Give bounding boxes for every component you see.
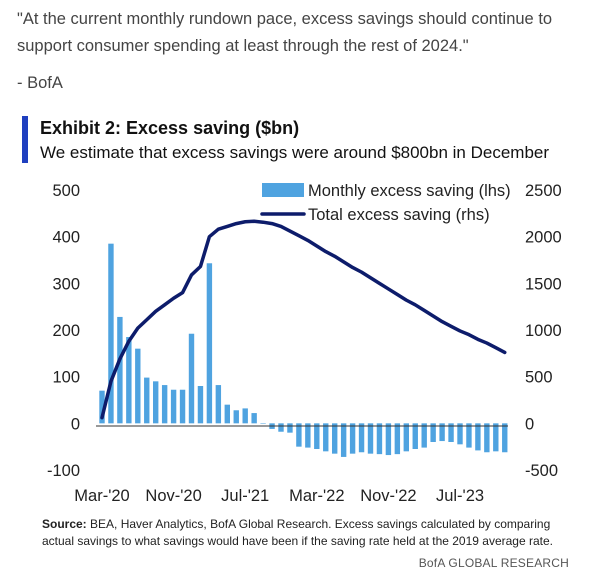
bar-Mar-22 bbox=[314, 423, 320, 449]
bar-Aug-20 bbox=[144, 377, 150, 424]
source-text: BEA, Haver Analytics, BofA Global Resear… bbox=[42, 517, 553, 548]
bar-Sep-22 bbox=[367, 423, 374, 454]
bar-Jun-23 bbox=[448, 423, 454, 442]
legend: Monthly excess saving (lhs) Total excess… bbox=[260, 182, 511, 224]
quote-text: "At the current monthly rundown pace, ex… bbox=[17, 10, 553, 55]
bar-Oct-20 bbox=[161, 385, 168, 424]
bar-Nov-22 bbox=[385, 423, 392, 456]
line-series-total-excess-saving bbox=[100, 219, 507, 420]
bar-May-22 bbox=[332, 423, 338, 454]
legend-bar-label: Monthly excess saving (lhs) bbox=[308, 182, 511, 200]
x-tick-label: Mar-'20 bbox=[74, 487, 129, 505]
bar-Feb-21 bbox=[197, 386, 204, 424]
exhibit-title: Exhibit 2: Excess saving ($bn) bbox=[40, 118, 300, 138]
bar-Mar-20 bbox=[99, 390, 105, 424]
bar-Sep-20 bbox=[153, 381, 159, 424]
right-tick-label: 0 bbox=[525, 415, 534, 433]
left-axis-ticks: 500 400 300 200 100 0 -100 bbox=[47, 182, 80, 480]
bar-Apr-21 bbox=[215, 385, 222, 424]
bar-Feb-22 bbox=[305, 423, 311, 448]
source-footnote: Source: BEA, Haver Analytics, BofA Globa… bbox=[42, 516, 582, 550]
left-tick-label: 300 bbox=[52, 275, 80, 293]
bar-Aug-21 bbox=[251, 413, 257, 424]
bar-Aug-22 bbox=[358, 423, 365, 453]
left-tick-label: 200 bbox=[52, 322, 80, 340]
bar-Jul-21 bbox=[242, 408, 248, 424]
bar-Jul-20 bbox=[135, 348, 141, 424]
legend-line-label: Total excess saving (rhs) bbox=[308, 206, 490, 224]
bar-Nov-21 bbox=[278, 423, 284, 432]
bar-Oct-23 bbox=[484, 423, 490, 453]
bar-Jan-22 bbox=[296, 423, 302, 447]
bar-Sep-21 bbox=[260, 423, 266, 424]
source-label: Source: bbox=[42, 517, 87, 531]
bar-Apr-23 bbox=[430, 423, 436, 442]
bar-Jun-22 bbox=[340, 423, 347, 457]
right-tick-label: 1500 bbox=[525, 275, 562, 293]
bar-May-20 bbox=[117, 316, 123, 424]
bar-Oct-22 bbox=[376, 423, 383, 455]
left-tick-label: 0 bbox=[71, 415, 80, 433]
bar-Aug-23 bbox=[466, 423, 472, 448]
bar-Nov-23 bbox=[493, 423, 499, 452]
right-tick-label: -500 bbox=[525, 462, 558, 480]
x-tick-label: Mar-'22 bbox=[289, 487, 344, 505]
right-tick-label: 2000 bbox=[525, 229, 562, 247]
x-axis-ticks: Mar-'20 Nov-'20 Jul-'21 Mar-'22 Nov-'22 Jul-'… bbox=[74, 487, 484, 505]
left-tick-label: -100 bbox=[47, 462, 80, 480]
x-tick-label: Jul-'23 bbox=[436, 487, 484, 505]
left-tick-label: 100 bbox=[52, 369, 80, 387]
bar-May-21 bbox=[224, 404, 230, 424]
bar-Nov-20 bbox=[170, 389, 177, 424]
right-tick-label: 500 bbox=[525, 369, 553, 387]
x-tick-label: Nov-'20 bbox=[145, 487, 201, 505]
brand-label: BofA GLOBAL RESEARCH bbox=[418, 556, 569, 570]
left-tick-label: 400 bbox=[52, 229, 80, 247]
right-tick-label: 2500 bbox=[525, 182, 562, 200]
right-tick-label: 1000 bbox=[525, 322, 562, 340]
x-tick-label: Nov-'22 bbox=[360, 487, 416, 505]
exhibit-accent-bar bbox=[22, 116, 28, 163]
bar-Apr-20 bbox=[108, 243, 114, 424]
bar-Jun-21 bbox=[233, 410, 239, 424]
bar-Jan-23 bbox=[403, 423, 409, 452]
left-tick-label: 500 bbox=[52, 182, 80, 200]
exhibit-subtitle: We estimate that excess savings were aro… bbox=[40, 143, 550, 162]
bar-Jun-20 bbox=[126, 337, 132, 424]
quote-attribution: - BofA bbox=[17, 74, 63, 92]
bar-Mar-21 bbox=[206, 263, 213, 424]
bar-Sep-23 bbox=[475, 423, 481, 451]
bar-Dec-20 bbox=[179, 389, 186, 424]
right-axis-ticks: 2500 2000 1500 1000 500 0 -500 bbox=[525, 182, 562, 480]
bar-Feb-23 bbox=[412, 423, 418, 449]
bar-Jan-21 bbox=[188, 333, 195, 424]
x-tick-label: Jul-'21 bbox=[221, 487, 269, 505]
bar-Dec-23 bbox=[502, 423, 508, 453]
bar-Jul-22 bbox=[349, 423, 356, 454]
bar-Mar-23 bbox=[421, 423, 427, 448]
bar-Apr-22 bbox=[323, 423, 329, 452]
bar-Dec-22 bbox=[394, 423, 401, 455]
legend-bar-swatch bbox=[262, 183, 304, 197]
bar-May-23 bbox=[439, 423, 445, 442]
bar-Dec-21 bbox=[287, 423, 293, 433]
bar-series-monthly-excess-saving bbox=[99, 243, 508, 457]
bar-Jul-23 bbox=[457, 423, 463, 445]
